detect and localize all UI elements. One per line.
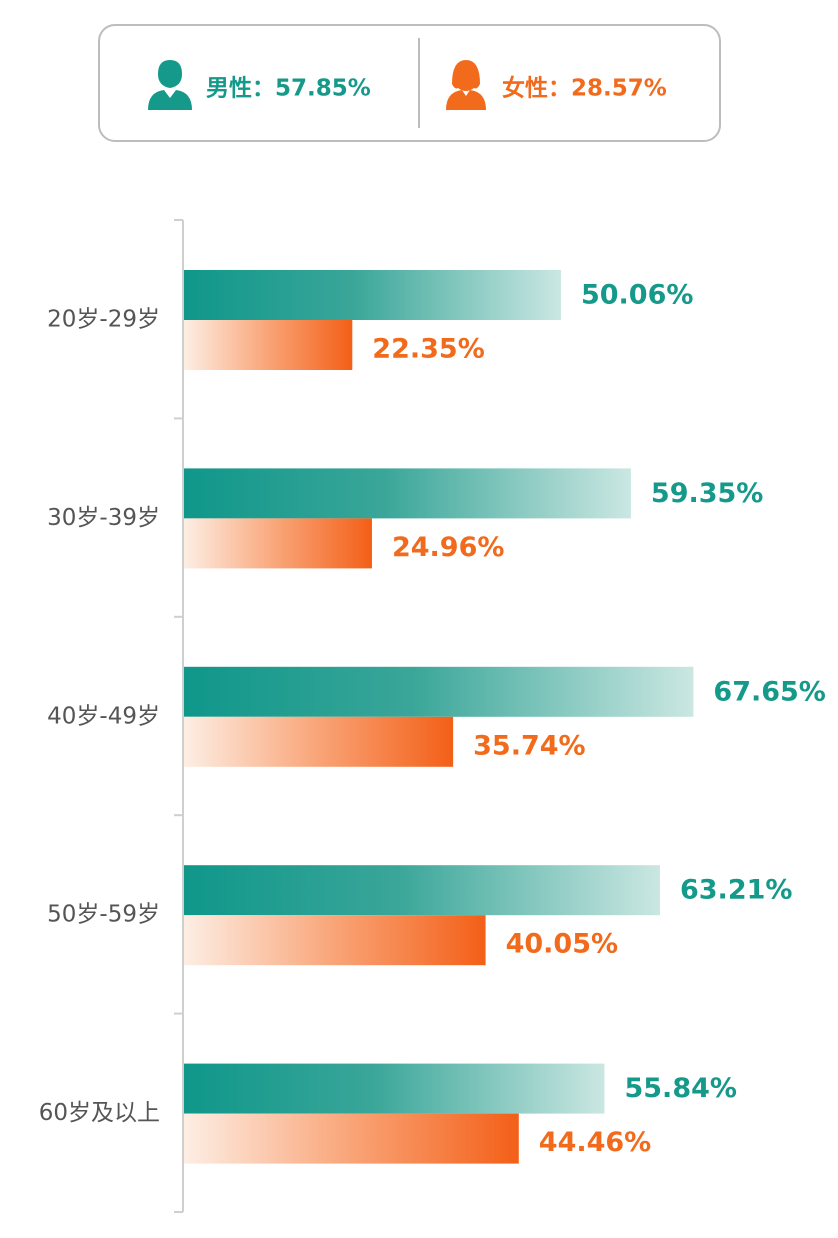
bar — [184, 716, 454, 767]
bar — [184, 468, 631, 519]
legend-label: 女性：28.57% — [502, 75, 667, 102]
bar — [184, 320, 353, 370]
female-icon — [446, 60, 486, 110]
legend-box — [98, 24, 721, 142]
value-label: 40.05% — [506, 929, 618, 960]
male-icon — [148, 60, 192, 110]
category-label: 60岁及以上 — [39, 1100, 160, 1126]
value-label: 24.96% — [392, 532, 504, 563]
bar — [184, 270, 561, 320]
value-label: 63.21% — [680, 875, 792, 906]
bar — [184, 518, 372, 569]
category-label: 50岁-59岁 — [47, 902, 160, 928]
bar — [184, 1113, 519, 1164]
value-label: 50.06% — [581, 280, 693, 311]
value-label: 35.74% — [473, 730, 585, 761]
category-label: 30岁-39岁 — [47, 505, 160, 531]
category-label: 20岁-29岁 — [47, 307, 160, 333]
legend — [98, 24, 721, 142]
legend-label: 男性：57.85% — [206, 76, 371, 102]
bar — [184, 915, 486, 966]
category-label: 40岁-49岁 — [47, 703, 160, 729]
value-label: 59.35% — [651, 478, 763, 509]
bar — [184, 666, 694, 717]
value-label: 67.65% — [713, 676, 825, 707]
value-label: 55.84% — [624, 1073, 736, 1104]
bar — [184, 865, 660, 916]
bar — [184, 1063, 605, 1114]
value-label: 22.35% — [372, 334, 484, 365]
value-label: 44.46% — [539, 1127, 651, 1158]
